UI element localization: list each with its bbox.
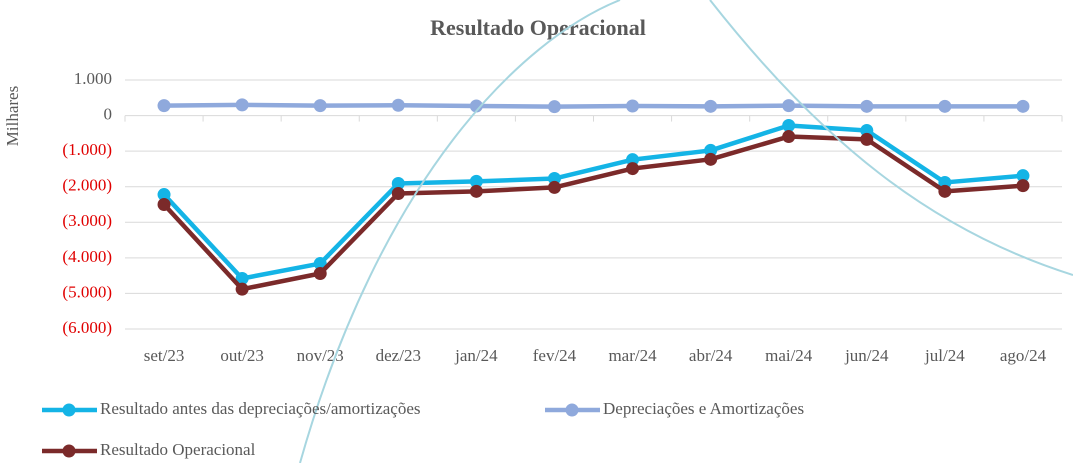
artifact-curve — [710, 0, 1073, 275]
data-point — [548, 100, 561, 113]
series-line — [164, 126, 1023, 279]
page: {"chart_data": {"type": "line", "title":… — [0, 0, 1073, 463]
data-point — [860, 133, 873, 146]
y-tick-label: (5.000) — [62, 282, 112, 301]
chart: Resultado Operacional Milhares (6.000) (5… — [0, 0, 1073, 463]
data-point — [236, 283, 249, 296]
data-point — [392, 187, 405, 200]
data-point — [782, 99, 795, 112]
plot-area — [158, 98, 1030, 295]
legend-label: Depreciações e Amortizações — [603, 399, 804, 418]
data-point — [392, 99, 405, 112]
x-tick-label: mar/24 — [608, 346, 657, 365]
legend-swatch-marker — [63, 404, 76, 417]
grid: (6.000) (5.000) (4.000) (3.000) (2.000) (1.00… — [62, 69, 1062, 365]
data-point — [314, 267, 327, 280]
data-point — [782, 130, 795, 143]
data-point — [314, 99, 327, 112]
data-point — [626, 162, 639, 175]
y-tick-label: (6.000) — [62, 318, 112, 337]
data-point — [938, 100, 951, 113]
data-point — [236, 98, 249, 111]
data-point — [704, 153, 717, 166]
data-point — [860, 100, 873, 113]
x-tick-label: abr/24 — [689, 346, 733, 365]
data-point — [1016, 100, 1029, 113]
x-tick-label: fev/24 — [533, 346, 577, 365]
data-point — [158, 198, 171, 211]
legend-swatch-marker — [566, 404, 579, 417]
y-tick-label: (2.000) — [62, 176, 112, 195]
legend: Resultado antes das depreciações/amortiz… — [42, 399, 804, 459]
chart-title: Resultado Operacional — [430, 15, 646, 40]
y-tick-label: 0 — [104, 104, 113, 123]
y-tick-label: 1.000 — [74, 69, 112, 88]
x-tick-label: dez/23 — [376, 346, 421, 365]
x-tick-label: nov/23 — [297, 346, 344, 365]
data-point — [938, 185, 951, 198]
data-point — [548, 181, 561, 194]
x-tick-label: jan/24 — [454, 346, 498, 365]
series-line — [164, 105, 1023, 107]
y-tick-label: (1.000) — [62, 140, 112, 159]
data-point — [626, 99, 639, 112]
legend-label: Resultado Operacional — [100, 440, 256, 459]
data-point — [1016, 179, 1029, 192]
x-tick-label: out/23 — [220, 346, 263, 365]
data-point — [158, 99, 171, 112]
legend-label: Resultado antes das depreciações/amortiz… — [100, 399, 421, 418]
data-point — [470, 185, 483, 198]
x-tick-label: mai/24 — [765, 346, 813, 365]
x-tick-label: jun/24 — [844, 346, 889, 365]
x-tick-label: set/23 — [144, 346, 185, 365]
artifact-curve — [300, 0, 620, 463]
y-axis-title: Milhares — [3, 86, 22, 146]
x-tick-label: ago/24 — [1000, 346, 1047, 365]
data-point — [704, 100, 717, 113]
legend-swatch-marker — [63, 445, 76, 458]
series-line — [164, 137, 1023, 290]
y-tick-label: (4.000) — [62, 247, 112, 266]
y-tick-label: (3.000) — [62, 211, 112, 230]
x-tick-label: jul/24 — [924, 346, 965, 365]
